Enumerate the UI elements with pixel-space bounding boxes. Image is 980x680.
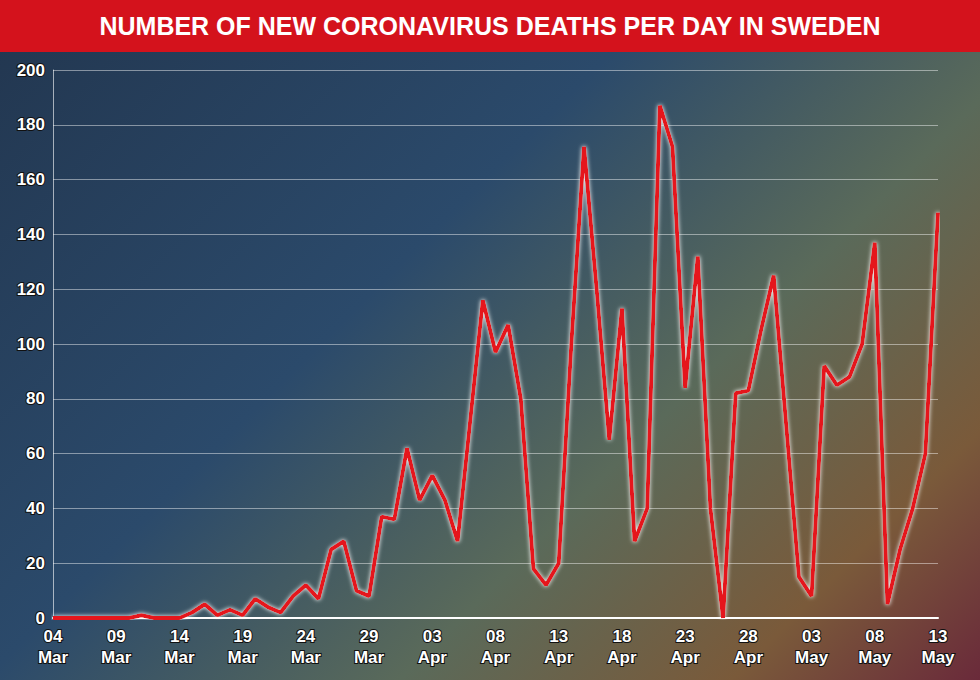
svg-text:08: 08 (486, 627, 505, 646)
svg-text:19: 19 (233, 627, 252, 646)
svg-text:13: 13 (549, 627, 568, 646)
svg-text:Apr: Apr (734, 648, 764, 667)
svg-text:80: 80 (26, 389, 45, 408)
svg-text:0: 0 (36, 609, 45, 628)
svg-text:18: 18 (612, 627, 631, 646)
svg-text:100: 100 (17, 335, 45, 354)
svg-text:200: 200 (17, 61, 45, 80)
svg-text:29: 29 (360, 627, 379, 646)
svg-text:May: May (921, 648, 955, 667)
svg-text:140: 140 (17, 225, 45, 244)
svg-text:03: 03 (802, 627, 821, 646)
svg-text:20: 20 (26, 554, 45, 573)
svg-text:09: 09 (107, 627, 126, 646)
svg-text:Apr: Apr (607, 648, 637, 667)
svg-text:23: 23 (676, 627, 695, 646)
svg-text:08: 08 (865, 627, 884, 646)
svg-text:13: 13 (929, 627, 948, 646)
svg-text:40: 40 (26, 499, 45, 518)
svg-text:180: 180 (17, 115, 45, 134)
svg-text:Mar: Mar (38, 648, 69, 667)
svg-text:Mar: Mar (228, 648, 259, 667)
svg-text:Apr: Apr (418, 648, 448, 667)
svg-text:May: May (795, 648, 829, 667)
svg-text:03: 03 (423, 627, 442, 646)
svg-text:Apr: Apr (671, 648, 701, 667)
svg-text:60: 60 (26, 444, 45, 463)
svg-text:160: 160 (17, 170, 45, 189)
svg-text:24: 24 (296, 627, 315, 646)
svg-text:Mar: Mar (101, 648, 132, 667)
svg-text:Apr: Apr (544, 648, 574, 667)
svg-text:04: 04 (44, 627, 63, 646)
svg-text:Apr: Apr (481, 648, 511, 667)
svg-text:Mar: Mar (354, 648, 385, 667)
svg-text:14: 14 (170, 627, 189, 646)
svg-text:28: 28 (739, 627, 758, 646)
svg-text:Mar: Mar (164, 648, 195, 667)
svg-text:120: 120 (17, 280, 45, 299)
html-text:NUMBER OF NEW CORONAVIRUS DEAT: NUMBER OF NEW CORONAVIRUS DEATHS PER DAY… (99, 12, 881, 40)
svg-text:May: May (858, 648, 892, 667)
svg-text:Mar: Mar (291, 648, 322, 667)
